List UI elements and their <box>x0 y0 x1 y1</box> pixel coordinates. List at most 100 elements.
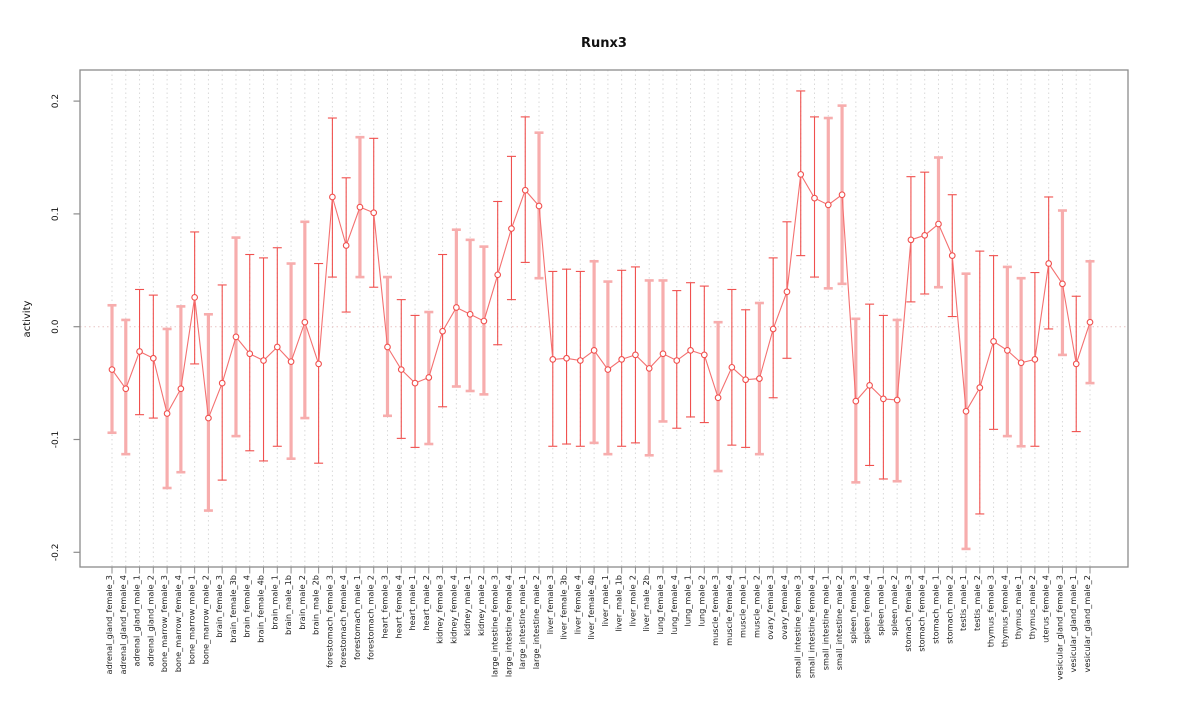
x-tick-label: muscle_female_3 <box>710 575 720 646</box>
data-point <box>315 360 322 368</box>
data-point <box>659 350 667 358</box>
data-point <box>563 354 570 362</box>
data-point <box>1059 280 1066 288</box>
data-point <box>673 357 681 364</box>
x-tick-label: lung_male_2 <box>696 575 706 627</box>
data-point <box>948 252 956 259</box>
x-tick-label: muscle_male_1 <box>738 575 748 638</box>
data-point <box>576 357 584 364</box>
x-tick-label: large_intestine_male_2 <box>531 575 541 669</box>
x-tick-label: adrenal_gland_female_4 <box>118 575 128 675</box>
x-tick-label: testis_male_2 <box>972 575 982 631</box>
x-tick-label: liver_female_3 <box>545 575 555 634</box>
x-tick-label: thymus_female_3 <box>986 575 996 647</box>
x-tick-label: liver_male_2 <box>627 575 637 627</box>
data-point <box>480 317 488 325</box>
data-point <box>205 414 212 422</box>
x-tick-label: thymus_female_4 <box>999 575 1009 647</box>
data-point <box>232 333 240 341</box>
data-point <box>838 191 846 199</box>
data-point <box>494 271 502 279</box>
x-tick-label: forestomach_female_4 <box>338 575 348 668</box>
data-point <box>797 171 805 178</box>
x-tick-label: spleen_female_4 <box>862 575 872 644</box>
chart-title: Runx3 <box>581 36 627 51</box>
x-tick-label: forestomach_female_3 <box>324 575 334 668</box>
x-tick-label: thymus_male_2 <box>1027 575 1037 639</box>
x-tick-label: heart_female_4 <box>393 575 403 638</box>
data-point <box>742 376 749 384</box>
x-tick-label: large_intestine_male_1 <box>517 575 527 669</box>
x-tick-label: liver_female_4b <box>586 575 596 640</box>
axes <box>73 69 1129 574</box>
data-point <box>439 327 446 335</box>
data-point <box>108 366 116 373</box>
x-tick-label: brain_female_4b <box>256 575 266 643</box>
series-line <box>111 172 1091 419</box>
data-point <box>1004 347 1011 354</box>
x-tick-label: liver_male_2b <box>641 575 651 632</box>
x-tick-label: uterus_female_4 <box>1041 575 1051 643</box>
data-point <box>907 236 915 244</box>
data-point <box>122 385 130 393</box>
data-point <box>356 203 364 211</box>
data-point <box>218 379 226 387</box>
data-point <box>384 343 391 351</box>
x-tick-label: small_intestine_female_4 <box>807 575 817 678</box>
x-tick-label: forestomach_male_2 <box>366 575 376 660</box>
data-point <box>177 385 185 393</box>
data-point <box>1045 260 1053 267</box>
x-tick-label: spleen_male_2 <box>889 575 899 636</box>
data-point <box>1086 318 1094 326</box>
gridlines <box>111 70 1091 567</box>
series-polyline <box>111 172 1091 419</box>
x-tick-label: stomach_male_2 <box>944 575 954 644</box>
x-tick-label: muscle_male_2 <box>751 575 761 638</box>
x-tick-label: large_intestine_female_4 <box>503 575 513 677</box>
x-tick-label: kidney_male_1 <box>462 575 472 636</box>
data-point <box>824 201 832 209</box>
data-point <box>535 202 543 210</box>
error-bars <box>107 90 1095 551</box>
data-point <box>756 375 763 382</box>
x-tick-label: liver_male_1 <box>600 575 610 627</box>
data-point <box>260 357 267 364</box>
x-tick-label: heart_male_2 <box>421 575 431 631</box>
data-point <box>163 410 171 417</box>
data-point <box>397 366 405 373</box>
x-tick-label: bone_marrow_male_1 <box>187 575 197 664</box>
data-point <box>728 363 736 371</box>
x-tick-label: adrenal_gland_female_3 <box>104 575 114 675</box>
data-point <box>521 186 529 194</box>
data-point <box>425 374 433 381</box>
data-point <box>411 379 419 387</box>
data-point <box>246 350 254 358</box>
x-tick-label: ovary_female_3 <box>765 575 775 640</box>
data-point <box>136 348 143 355</box>
data-point <box>632 351 639 359</box>
x-tick-label: adrenal_gland_male_1 <box>132 575 142 667</box>
x-tick-label: lung_female_4 <box>669 575 679 634</box>
error-bar <box>203 312 213 512</box>
data-point <box>590 347 598 354</box>
data-point <box>880 395 887 403</box>
x-tick-label: small_intestine_male_1 <box>820 575 830 670</box>
data-points <box>108 171 1094 422</box>
y-tick-label: 0.1 <box>51 207 61 221</box>
data-point <box>466 310 474 318</box>
data-point <box>645 365 653 372</box>
x-tick-label: kidney_male_2 <box>476 575 486 636</box>
data-point <box>990 338 997 345</box>
data-point <box>329 193 336 201</box>
x-tick-label: vesicular_gland_male_1 <box>1068 575 1078 672</box>
x-tick-label: liver_female_4 <box>572 575 582 634</box>
x-tick-label: bone_marrow_female_4 <box>173 575 183 672</box>
error-bar <box>162 327 172 490</box>
data-point <box>301 318 309 326</box>
x-tick-label: kidney_female_4 <box>448 575 458 644</box>
data-point <box>769 325 777 333</box>
x-tick-label: ovary_female_4 <box>779 575 789 640</box>
data-point <box>508 225 515 232</box>
x-tick-label: lung_male_1 <box>683 575 693 627</box>
x-tick-label: liver_female_3b <box>559 575 569 640</box>
